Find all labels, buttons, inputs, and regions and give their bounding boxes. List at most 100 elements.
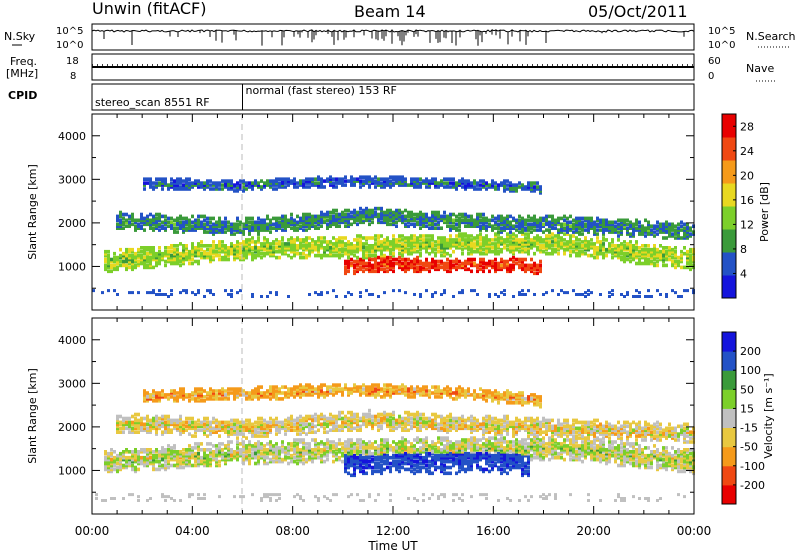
power-cell (443, 236, 446, 240)
power-cell (134, 264, 137, 268)
velocity-cell (302, 446, 305, 450)
velocity-cell (140, 417, 143, 421)
power-cell (524, 219, 527, 223)
power-cell (413, 238, 416, 242)
power-cell (230, 289, 233, 292)
power-cell (353, 238, 356, 242)
power-cell (644, 219, 647, 223)
power-cell (251, 181, 254, 185)
power-cell (119, 254, 122, 258)
power-cell (395, 175, 398, 179)
power-cell (368, 223, 371, 227)
power-cell (320, 224, 323, 228)
power-cell (467, 258, 470, 262)
velocity-cell (251, 444, 254, 448)
power-cell (146, 246, 149, 250)
power-cell (608, 242, 611, 246)
power-cell (230, 223, 233, 227)
power-cell (473, 219, 476, 223)
power-cell (260, 242, 263, 246)
power-cell (518, 230, 521, 234)
velocity-cell (293, 444, 296, 448)
velocity-cell (197, 423, 200, 427)
power-cell (365, 207, 368, 211)
power-cell (290, 256, 293, 260)
power-cell (461, 252, 464, 256)
velocity-cell (212, 417, 215, 421)
power-cell (377, 262, 380, 266)
power-cell (572, 223, 575, 227)
power-cell (428, 238, 431, 242)
velocity-cell (272, 460, 275, 464)
power-cell (518, 258, 521, 262)
power-cell (536, 234, 539, 238)
power-cell (428, 226, 431, 230)
power-cell (170, 293, 173, 296)
power-cell (596, 236, 599, 240)
power-cell (335, 209, 338, 213)
power-cell (236, 217, 239, 221)
frequency-panel: Freq. [MHz] 18 8 60 0 Nave (6, 54, 776, 82)
power-cell (275, 177, 278, 181)
power-cell (119, 219, 122, 223)
power-cell (437, 211, 440, 215)
power-cell (563, 219, 566, 223)
power-cell (512, 217, 515, 221)
power-cell (563, 238, 566, 242)
power-cell (620, 242, 623, 246)
power-cell (446, 258, 449, 262)
power-cell (338, 224, 341, 228)
power-cell (290, 179, 293, 183)
power-cell (479, 183, 482, 187)
power-cell (197, 215, 200, 219)
power-cell (410, 177, 413, 181)
velocity-cell (266, 389, 269, 393)
velocity-cell (224, 389, 227, 393)
velocity-cell (230, 458, 233, 462)
power-cell (314, 215, 317, 219)
power-cell (665, 236, 668, 240)
power-cell (158, 293, 161, 296)
power-cell (251, 240, 254, 244)
power-cell (581, 244, 584, 248)
velocity-cell (200, 456, 203, 460)
power-cell (443, 215, 446, 219)
power-cell (140, 250, 143, 254)
power-cell (314, 254, 317, 258)
power-cell (515, 258, 518, 262)
velocity-cell (230, 448, 233, 452)
power-cell (419, 211, 422, 215)
power-cell (293, 177, 296, 181)
power-cell (263, 219, 266, 223)
velocity-cell (203, 423, 206, 427)
power-ytick-label: 4000 (58, 130, 86, 143)
power-cell (680, 228, 683, 232)
velocity-cell (269, 385, 272, 389)
power-cell (119, 264, 122, 268)
power-cell (557, 228, 560, 232)
power-cell (452, 177, 455, 181)
power-cell (143, 256, 146, 260)
power-cell (143, 246, 146, 250)
velocity-cell (314, 438, 317, 442)
velocity-cell (281, 440, 284, 444)
power-cell (275, 242, 278, 246)
power-cell (413, 213, 416, 217)
power-cell (539, 260, 542, 264)
power-cell (299, 224, 302, 228)
velocity-cell (275, 442, 278, 446)
power-cell (377, 234, 380, 238)
power-cell (665, 293, 668, 296)
power-cell (209, 289, 212, 292)
power-cell (383, 291, 386, 294)
velocity-cell (266, 395, 269, 399)
power-cell (389, 256, 392, 260)
power-cell (482, 258, 485, 262)
power-cell (197, 179, 200, 183)
power-cell (287, 254, 290, 258)
power-cell (548, 240, 551, 244)
power-cell (185, 289, 188, 292)
power-cell (455, 226, 458, 230)
power-cell (170, 221, 173, 225)
velocity-cell (209, 448, 212, 452)
